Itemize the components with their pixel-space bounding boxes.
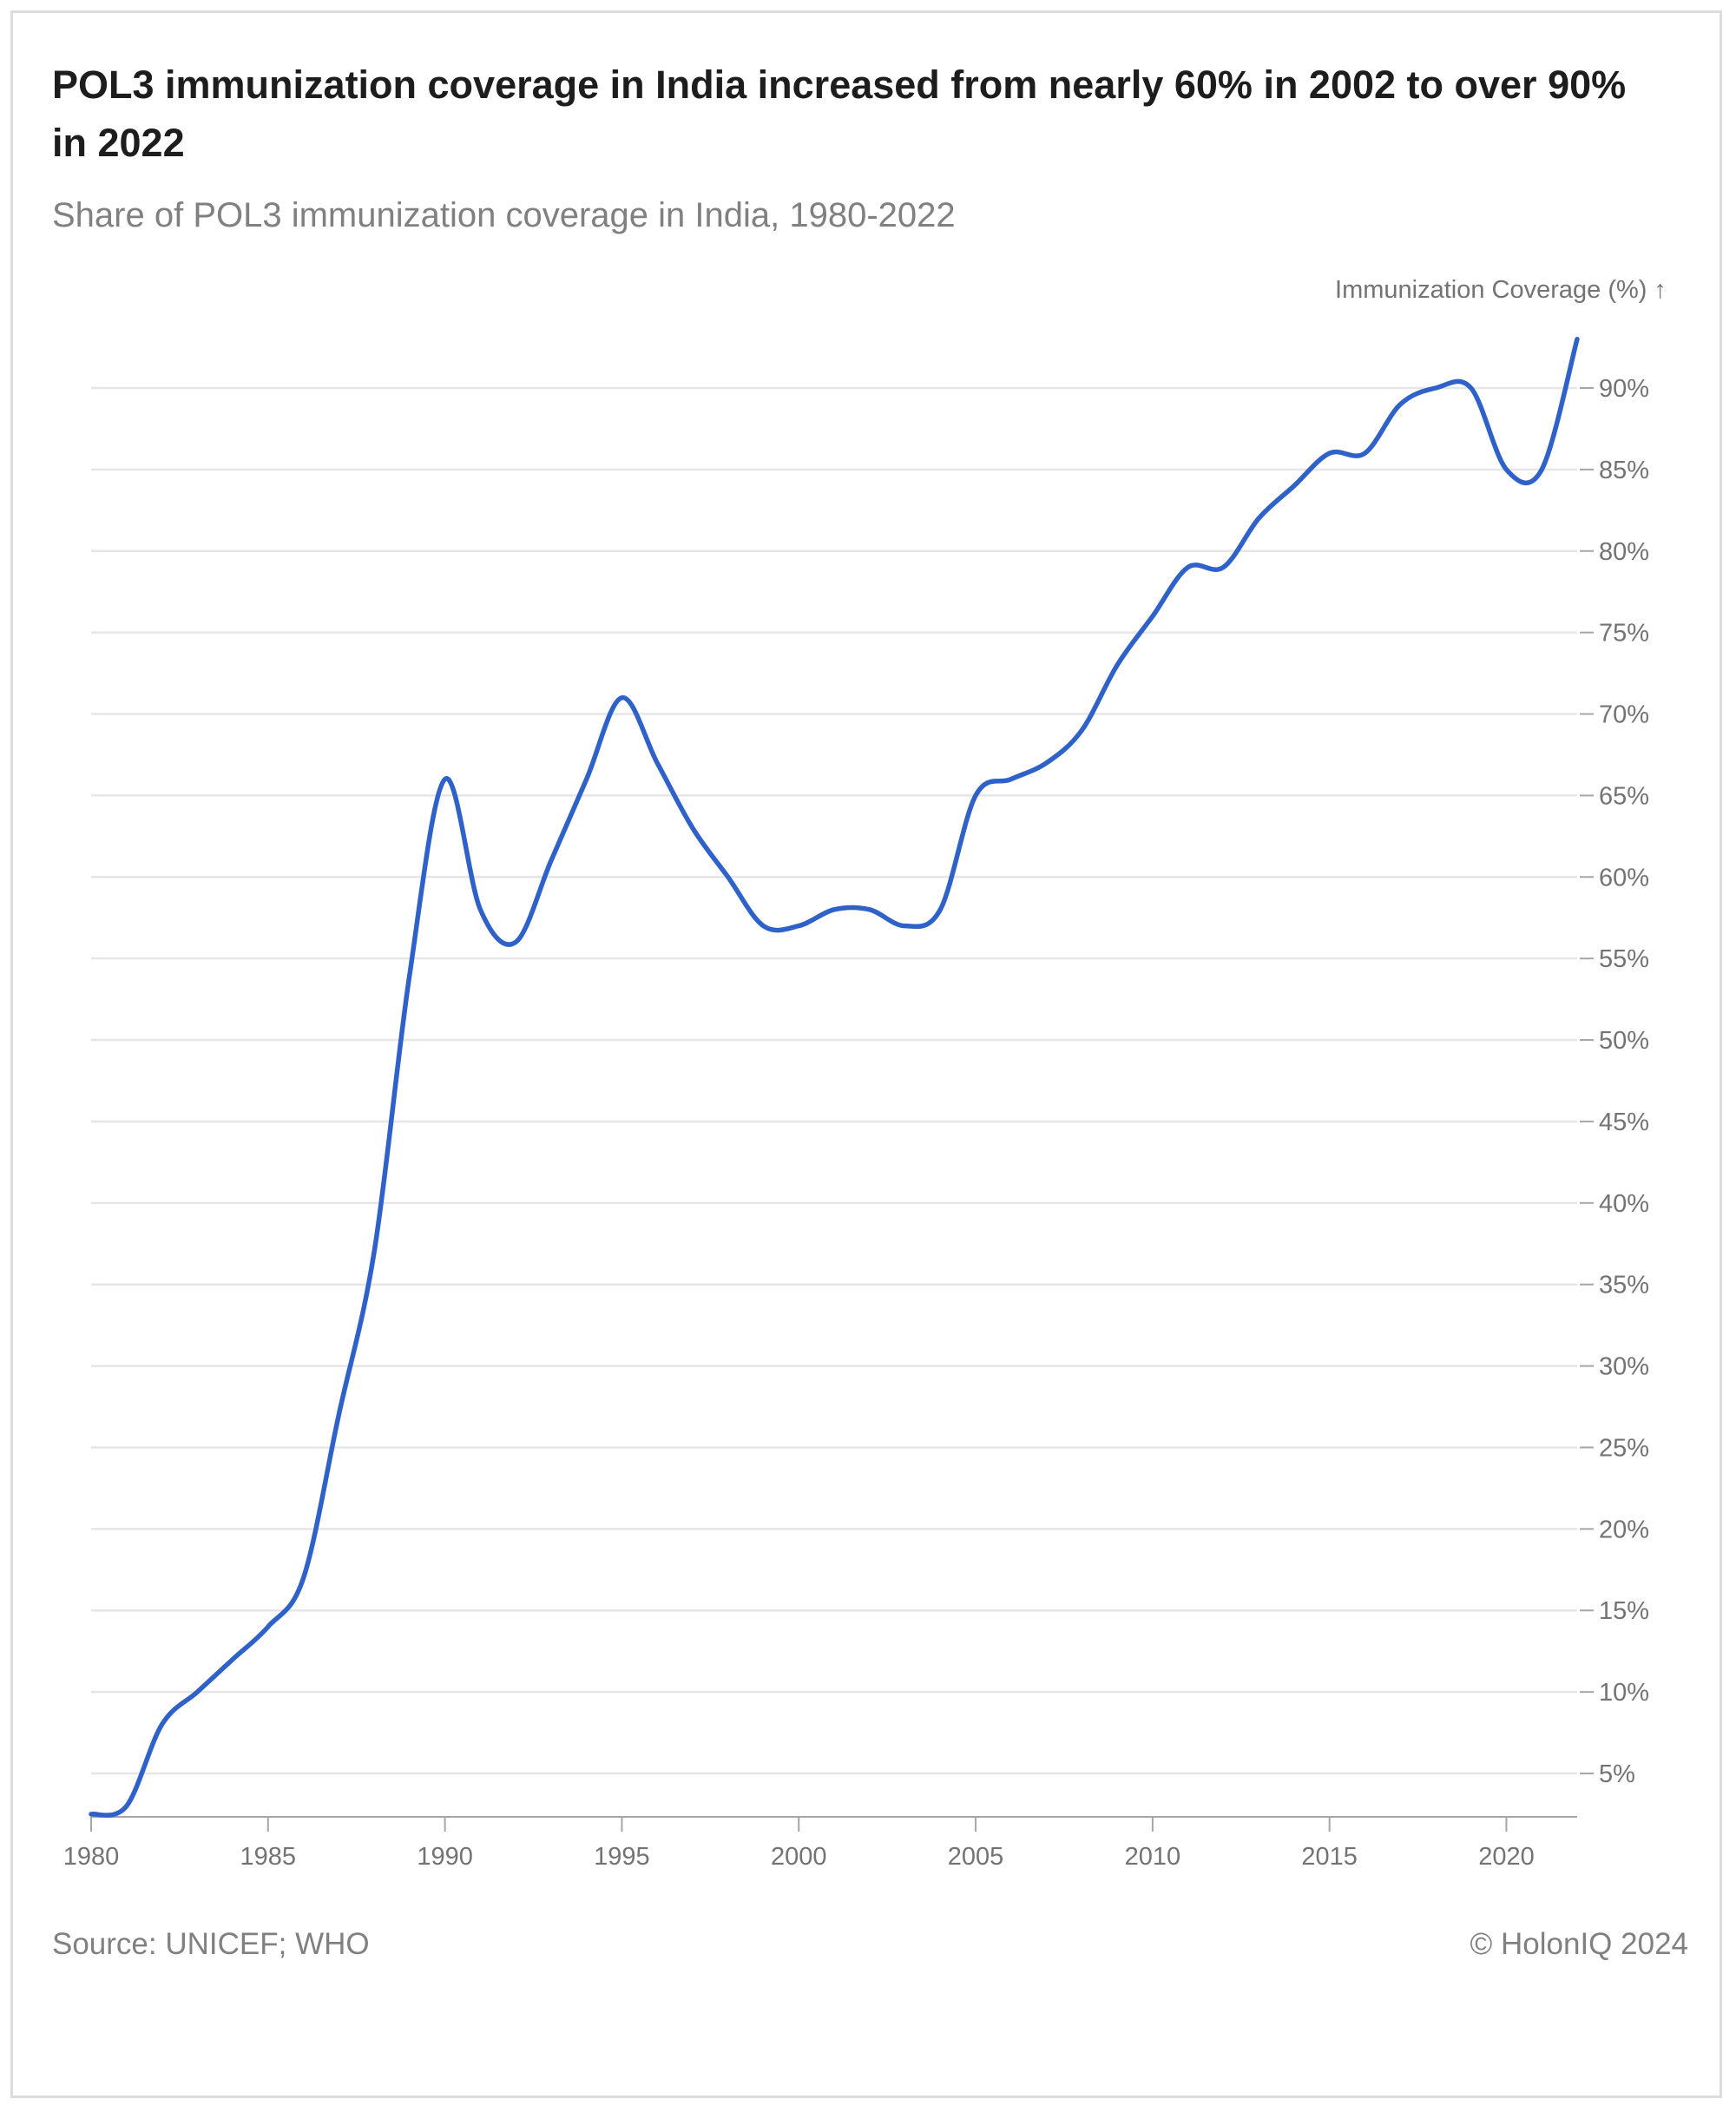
- y-tick-label: 55%: [1599, 945, 1649, 973]
- copyright-note: © HolonIQ 2024: [1470, 1927, 1689, 1961]
- y-tick-label: 65%: [1599, 782, 1649, 810]
- x-tick-label: 2020: [1478, 1843, 1535, 1871]
- x-tick-label: 1980: [63, 1843, 120, 1871]
- x-tick-label: 1990: [417, 1843, 473, 1871]
- y-tick-label: 70%: [1599, 701, 1649, 729]
- chart-subtitle: Share of POL3 immunization coverage in I…: [52, 196, 956, 234]
- chart-title: POL3 immunization coverage in India incr…: [52, 63, 1627, 165]
- x-tick-label: 2000: [771, 1843, 827, 1871]
- x-tick-label: 2010: [1125, 1843, 1181, 1871]
- y-tick-label: 50%: [1599, 1027, 1649, 1055]
- source-note: Source: UNICEF; WHO: [52, 1927, 370, 1961]
- y-tick-label: 80%: [1599, 538, 1649, 566]
- y-tick-label: 90%: [1599, 375, 1649, 403]
- y-tick-label: 45%: [1599, 1109, 1649, 1136]
- y-tick-label: 20%: [1599, 1516, 1649, 1543]
- x-tick-label: 2005: [948, 1843, 1004, 1871]
- series-line: [89, 336, 1580, 1818]
- y-tick-label: 10%: [1599, 1679, 1649, 1707]
- y-tick-label: 25%: [1599, 1434, 1649, 1462]
- y-tick-label: 75%: [1599, 620, 1649, 648]
- y-axis-title: Immunization Coverage (%) ↑: [1335, 276, 1667, 304]
- y-tick-label: 85%: [1599, 457, 1649, 484]
- chart-card: [10, 10, 1722, 2098]
- series-layer: [89, 336, 1580, 1818]
- y-tick-label: 5%: [1599, 1760, 1635, 1788]
- x-axis: 1980 1985 1990 1995 2000 2005 2010 2015 2020: [63, 1816, 1577, 1871]
- y-tick-label: 30%: [1599, 1353, 1649, 1381]
- x-tick-label: 1985: [240, 1843, 297, 1871]
- y-tick-label: 15%: [1599, 1597, 1649, 1625]
- y-tick-label: 35%: [1599, 1272, 1649, 1299]
- y-axis: 5% 10% 15% 20% 25% 30% 35% 40% 45% 50% 55% 60% 65% 70…: [1580, 375, 1649, 1788]
- y-tick-label: 60%: [1599, 864, 1649, 892]
- grid-lines: [91, 386, 1577, 1775]
- x-tick-label: 1995: [594, 1843, 650, 1871]
- x-tick-label: 2015: [1301, 1843, 1358, 1871]
- y-tick-label: 40%: [1599, 1190, 1649, 1218]
